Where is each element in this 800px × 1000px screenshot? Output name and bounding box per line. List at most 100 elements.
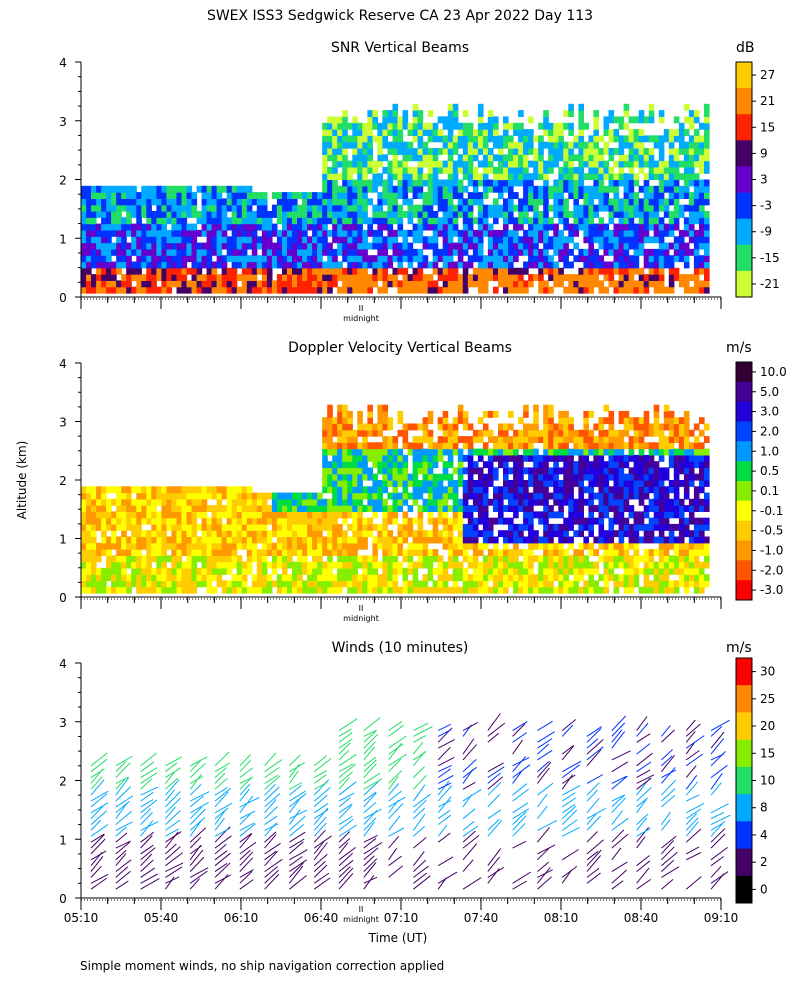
field-cell <box>578 173 584 181</box>
field-cell <box>166 517 172 525</box>
field-cell <box>573 286 579 294</box>
field-cell <box>251 255 258 263</box>
field-cell <box>141 236 147 244</box>
field-cell <box>663 248 670 256</box>
field-cell <box>367 404 373 412</box>
field-cell <box>518 204 524 212</box>
field-cell <box>332 511 338 519</box>
field-cell <box>261 267 268 275</box>
field-cell <box>598 511 605 519</box>
field-cell <box>513 274 519 281</box>
field-cell <box>302 198 308 206</box>
field-cell <box>226 492 233 500</box>
field-cell <box>342 223 348 231</box>
field-cell <box>688 229 695 237</box>
field-cell <box>377 586 383 594</box>
field-cell <box>402 154 409 162</box>
field-cell <box>462 223 469 231</box>
field-cell <box>297 567 303 575</box>
field-cell <box>548 523 554 531</box>
field-cell <box>633 536 640 544</box>
field-cell <box>638 486 645 494</box>
field-cell <box>377 417 383 425</box>
field-cell <box>633 473 640 481</box>
field-cell <box>467 517 474 525</box>
field-cell <box>111 511 117 519</box>
field-cell <box>518 267 524 275</box>
field-cell <box>462 454 469 462</box>
field-cell <box>633 141 640 149</box>
field-cell <box>538 211 544 218</box>
field-cell <box>126 536 132 544</box>
field-cell <box>397 185 404 193</box>
field-cell <box>382 267 388 275</box>
field-cell <box>226 542 233 550</box>
field-cell <box>573 166 579 174</box>
field-cell <box>578 530 584 538</box>
field-cell <box>312 242 318 250</box>
field-cell <box>588 141 594 149</box>
field-cell <box>151 217 157 225</box>
field-cell <box>146 505 152 512</box>
field-cell <box>111 498 117 506</box>
field-cell <box>683 242 690 250</box>
field-cell <box>498 173 504 181</box>
field-cell <box>166 198 172 206</box>
field-cell <box>186 530 193 538</box>
field-cell <box>648 198 655 206</box>
field-cell <box>367 448 373 456</box>
field-cell <box>96 555 102 563</box>
field-cell <box>638 417 645 425</box>
field-cell <box>543 173 549 181</box>
field-cell <box>553 498 559 506</box>
field-cell <box>704 103 710 111</box>
field-cell <box>633 567 640 575</box>
field-cell <box>297 511 303 519</box>
field-cell <box>196 523 203 531</box>
field-cell <box>553 567 559 575</box>
field-cell <box>568 429 574 437</box>
field-cell <box>246 185 253 193</box>
field-cell <box>287 223 293 231</box>
field-cell <box>563 442 569 450</box>
field-cell <box>462 286 469 294</box>
field-cell <box>292 280 298 288</box>
field-cell <box>618 517 625 525</box>
field-cell <box>136 229 142 237</box>
field-cell <box>377 261 383 269</box>
field-cell <box>402 436 409 443</box>
field-cell <box>528 536 534 544</box>
field-cell <box>663 223 670 231</box>
field-cell <box>678 211 685 218</box>
field-cell <box>307 261 313 269</box>
field-cell <box>618 492 625 500</box>
colorbar-tick-label: 9 <box>760 146 768 160</box>
field-cell <box>332 148 338 155</box>
field-cell <box>432 530 439 538</box>
field-cell <box>397 217 404 225</box>
field-cell <box>442 280 449 288</box>
field-cell <box>146 274 152 281</box>
field-cell <box>583 442 589 450</box>
field-cell <box>688 223 695 231</box>
field-cell <box>543 486 549 494</box>
field-cell <box>131 192 137 199</box>
field-cell <box>387 148 394 155</box>
field-cell <box>508 135 514 143</box>
field-cell <box>276 211 283 218</box>
field-cell <box>156 267 162 275</box>
field-cell <box>668 129 675 136</box>
field-cell <box>312 549 318 556</box>
field-cell <box>91 492 97 500</box>
field-cell <box>81 530 87 538</box>
field-cell <box>427 454 434 462</box>
field-cell <box>156 229 162 237</box>
field-cell <box>678 236 685 244</box>
field-cell <box>151 505 157 512</box>
field-cell <box>141 530 147 538</box>
field-cell <box>693 110 700 117</box>
field-cell <box>628 536 635 544</box>
field-cell <box>367 486 373 494</box>
field-cell <box>186 286 193 294</box>
field-cell <box>462 542 469 550</box>
